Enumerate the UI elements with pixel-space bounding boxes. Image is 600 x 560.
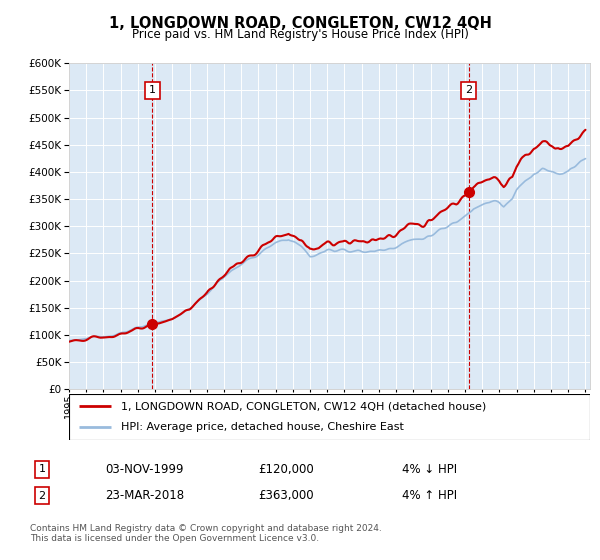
Text: £120,000: £120,000: [258, 463, 314, 476]
Text: 1: 1: [149, 86, 155, 95]
Text: Contains HM Land Registry data © Crown copyright and database right 2024.
This d: Contains HM Land Registry data © Crown c…: [30, 524, 382, 543]
Text: 2: 2: [465, 86, 472, 95]
Text: 03-NOV-1999: 03-NOV-1999: [105, 463, 184, 476]
Text: 1, LONGDOWN ROAD, CONGLETON, CW12 4QH (detached house): 1, LONGDOWN ROAD, CONGLETON, CW12 4QH (d…: [121, 401, 487, 411]
Text: 2: 2: [38, 491, 46, 501]
Text: 1: 1: [38, 464, 46, 474]
Text: 4% ↑ HPI: 4% ↑ HPI: [402, 489, 457, 502]
Text: Price paid vs. HM Land Registry's House Price Index (HPI): Price paid vs. HM Land Registry's House …: [131, 28, 469, 41]
Text: 1, LONGDOWN ROAD, CONGLETON, CW12 4QH: 1, LONGDOWN ROAD, CONGLETON, CW12 4QH: [109, 16, 491, 31]
Text: 23-MAR-2018: 23-MAR-2018: [105, 489, 184, 502]
Text: £363,000: £363,000: [258, 489, 314, 502]
Text: 4% ↓ HPI: 4% ↓ HPI: [402, 463, 457, 476]
Text: HPI: Average price, detached house, Cheshire East: HPI: Average price, detached house, Ches…: [121, 422, 404, 432]
